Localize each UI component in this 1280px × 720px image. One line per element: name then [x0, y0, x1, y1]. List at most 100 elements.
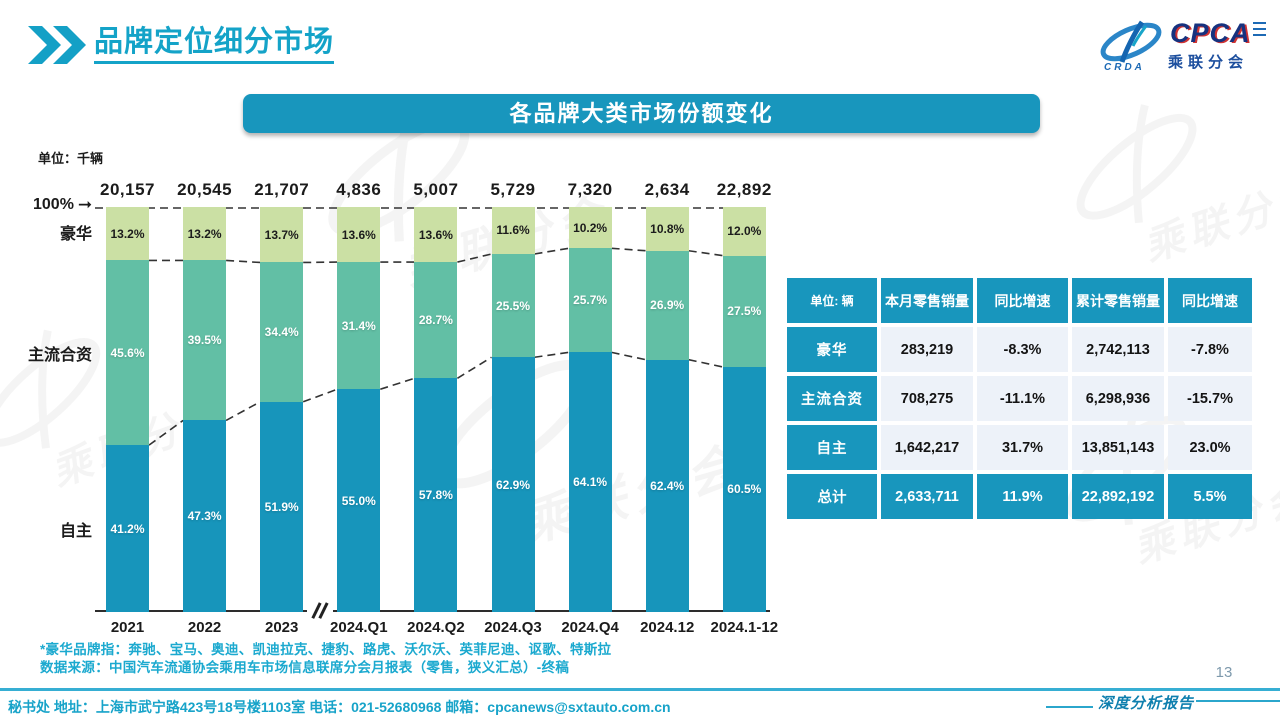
bar-segment-豪华: 10.2% — [568, 207, 612, 249]
segment-percent-label: 13.7% — [264, 227, 299, 242]
right-arrow-icon: ➞ — [77, 195, 93, 214]
bar-segment-自主: 60.5% — [722, 366, 766, 612]
x-axis-category-label: 2021 — [110, 619, 145, 636]
segment-percent-label: 45.6% — [110, 345, 145, 360]
table-cell: 13,851,143 — [1072, 425, 1164, 470]
bar-segment-主流合资: 26.9% — [645, 250, 689, 360]
axis-100-marker: 100% ➞ — [33, 195, 92, 215]
bar-segment-主流合资: 28.7% — [414, 262, 458, 379]
table-cell: 31.7% — [977, 425, 1068, 470]
report-label-line-right — [1196, 700, 1280, 702]
bar-segment-豪华: 11.6% — [491, 207, 535, 254]
footnote-data-source: 数据来源：中国汽车流通协会乘用车市场信息联席分会月报表（零售，狭义汇总）-终稿 — [40, 660, 570, 675]
x-axis-category-label: 2024.12 — [640, 619, 695, 636]
x-axis-category-label: 2022 — [187, 619, 222, 636]
segment-percent-label: 34.4% — [264, 325, 299, 340]
series-label-luxury: 豪华 — [59, 226, 92, 243]
logo-right: CPCA 乘联分会 — [1168, 20, 1266, 72]
table-cell: 22,892,192 — [1072, 474, 1164, 519]
crda-text: CRDA — [1104, 62, 1145, 73]
segment-percent-label: 31.4% — [341, 318, 376, 333]
stacked-bar-2022: 13.2% 39.5% 47.3% — [183, 207, 227, 612]
bar-segment-豪华: 12.0% — [722, 207, 766, 256]
segment-percent-label: 62.9% — [495, 477, 531, 492]
segment-percent-label: 47.3% — [187, 509, 222, 524]
bar-segment-豪华: 13.2% — [183, 207, 227, 261]
segment-percent-label: 55.0% — [341, 493, 376, 508]
bar-segment-自主: 64.1% — [568, 352, 612, 612]
bar-segment-豪华: 13.2% — [106, 207, 149, 261]
stacked-bar-2024.Q2: 13.6% 28.7% 57.8% — [414, 207, 458, 612]
segment-percent-label: 57.8% — [418, 488, 453, 503]
x-axis-category-label: 2024.1-12 — [710, 619, 779, 636]
report-label-line-left — [1046, 706, 1093, 708]
bar-total-label: 22,892 — [716, 180, 772, 199]
series-label-domestic: 自主 — [59, 523, 92, 540]
footer-divider — [0, 688, 1280, 691]
table-cell: -7.8% — [1168, 327, 1252, 372]
segment-percent-label: 11.6% — [496, 223, 530, 238]
bar-segment-豪华: 13.6% — [337, 207, 381, 263]
page-title: 品牌定位细分市场 — [94, 26, 335, 65]
segment-percent-label: 25.7% — [573, 293, 608, 308]
series-label-joint: 主流合资 — [27, 347, 92, 364]
segment-percent-label: 60.5% — [727, 482, 762, 497]
table-cell: 1,642,217 — [881, 425, 973, 470]
bar-total-label: 21,707 — [254, 180, 310, 199]
bar-total-label: 5,729 — [490, 180, 536, 199]
table-header: 同比增速 — [1168, 278, 1252, 323]
table-cell: -8.3% — [977, 327, 1068, 372]
table-row-label: 自主 — [787, 425, 877, 470]
bar-segment-自主: 57.8% — [414, 378, 458, 612]
bar-total-label: 20,545 — [177, 180, 233, 199]
bar-segment-自主: 41.2% — [106, 445, 149, 612]
bar-segment-自主: 47.3% — [183, 420, 227, 612]
double-chevron-icon — [28, 26, 86, 65]
svg-text:乘联分会: 乘联分会 — [1139, 171, 1280, 270]
table-row-label: 豪华 — [787, 327, 877, 372]
table-cell: 708,275 — [881, 376, 973, 421]
stacked-bar-2024.12: 10.8% 26.9% 62.4% — [645, 207, 689, 612]
header: 品牌定位细分市场 — [28, 26, 335, 65]
segment-percent-label: 62.4% — [650, 478, 685, 493]
stacked-bar-2021: 13.2% 45.6% 41.2% — [106, 207, 149, 612]
table-row-label: 主流合资 — [787, 376, 877, 421]
table-header: 单位: 辆 — [787, 278, 877, 323]
bar-segment-主流合资: 25.5% — [491, 253, 535, 358]
x-axis-category-label: 2024.Q1 — [330, 619, 388, 636]
bar-segment-主流合资: 39.5% — [183, 260, 227, 421]
bar-segment-自主: 62.9% — [491, 357, 535, 612]
footer-contact: 秘书处 地址：上海市武宁路423号18号楼1103室 电话：021-526809… — [8, 699, 671, 715]
table-cell: 6,298,936 — [1072, 376, 1164, 421]
bar-total-label: 5,007 — [413, 180, 459, 199]
bar-total-label: 7,320 — [567, 180, 613, 199]
cpca-logo-swoosh-icon — [1100, 20, 1162, 63]
segment-percent-label: 13.2% — [110, 226, 145, 241]
table-cell: -15.7% — [1168, 376, 1252, 421]
bar-segment-自主: 55.0% — [337, 389, 381, 612]
table-cell: 283,219 — [881, 327, 973, 372]
bar-segment-自主: 51.9% — [260, 401, 304, 612]
segment-percent-label: 27.5% — [727, 304, 762, 319]
segment-percent-label: 12.0% — [727, 224, 762, 239]
report-label: 深度分析报告 — [1098, 694, 1195, 712]
stacked-bar-2024.Q4: 10.2% 25.7% 64.1% — [568, 207, 612, 612]
stacked-bar-2024.1-12: 12.0% 27.5% 60.5% — [722, 207, 766, 612]
sales-summary-table: 单位: 辆本月零售销量 同比增速 累计零售销量 同比增速 豪华 283,219 -8.3% 2… — [787, 278, 1252, 519]
logo-chinese-name: 乘联分会 — [1168, 54, 1249, 71]
stacked-bar-2024.Q3: 11.6% 25.5% 62.9% — [491, 207, 535, 612]
table-header: 本月零售销量 — [881, 278, 973, 323]
table-row-label: 总计 — [787, 474, 877, 519]
segment-percent-label: 64.1% — [573, 475, 608, 490]
bar-total-label: 2,634 — [644, 180, 690, 199]
table-cell: 2,742,113 — [1072, 327, 1164, 372]
table-cell: 11.9% — [977, 474, 1068, 519]
segment-percent-label: 10.8% — [650, 221, 685, 236]
bar-segment-豪华: 13.6% — [414, 207, 458, 263]
segment-percent-label: 13.6% — [418, 227, 453, 242]
bar-total-label: 20,157 — [100, 180, 155, 199]
stacked-bar-chart: 13.2% 45.6% 41.2% 20,157 2021 13.2% 39.5% 47.3%… — [95, 180, 778, 636]
table-header: 累计零售销量 — [1072, 278, 1164, 323]
chart-title-banner: 各品牌大类市场份额变化 — [243, 94, 1040, 133]
